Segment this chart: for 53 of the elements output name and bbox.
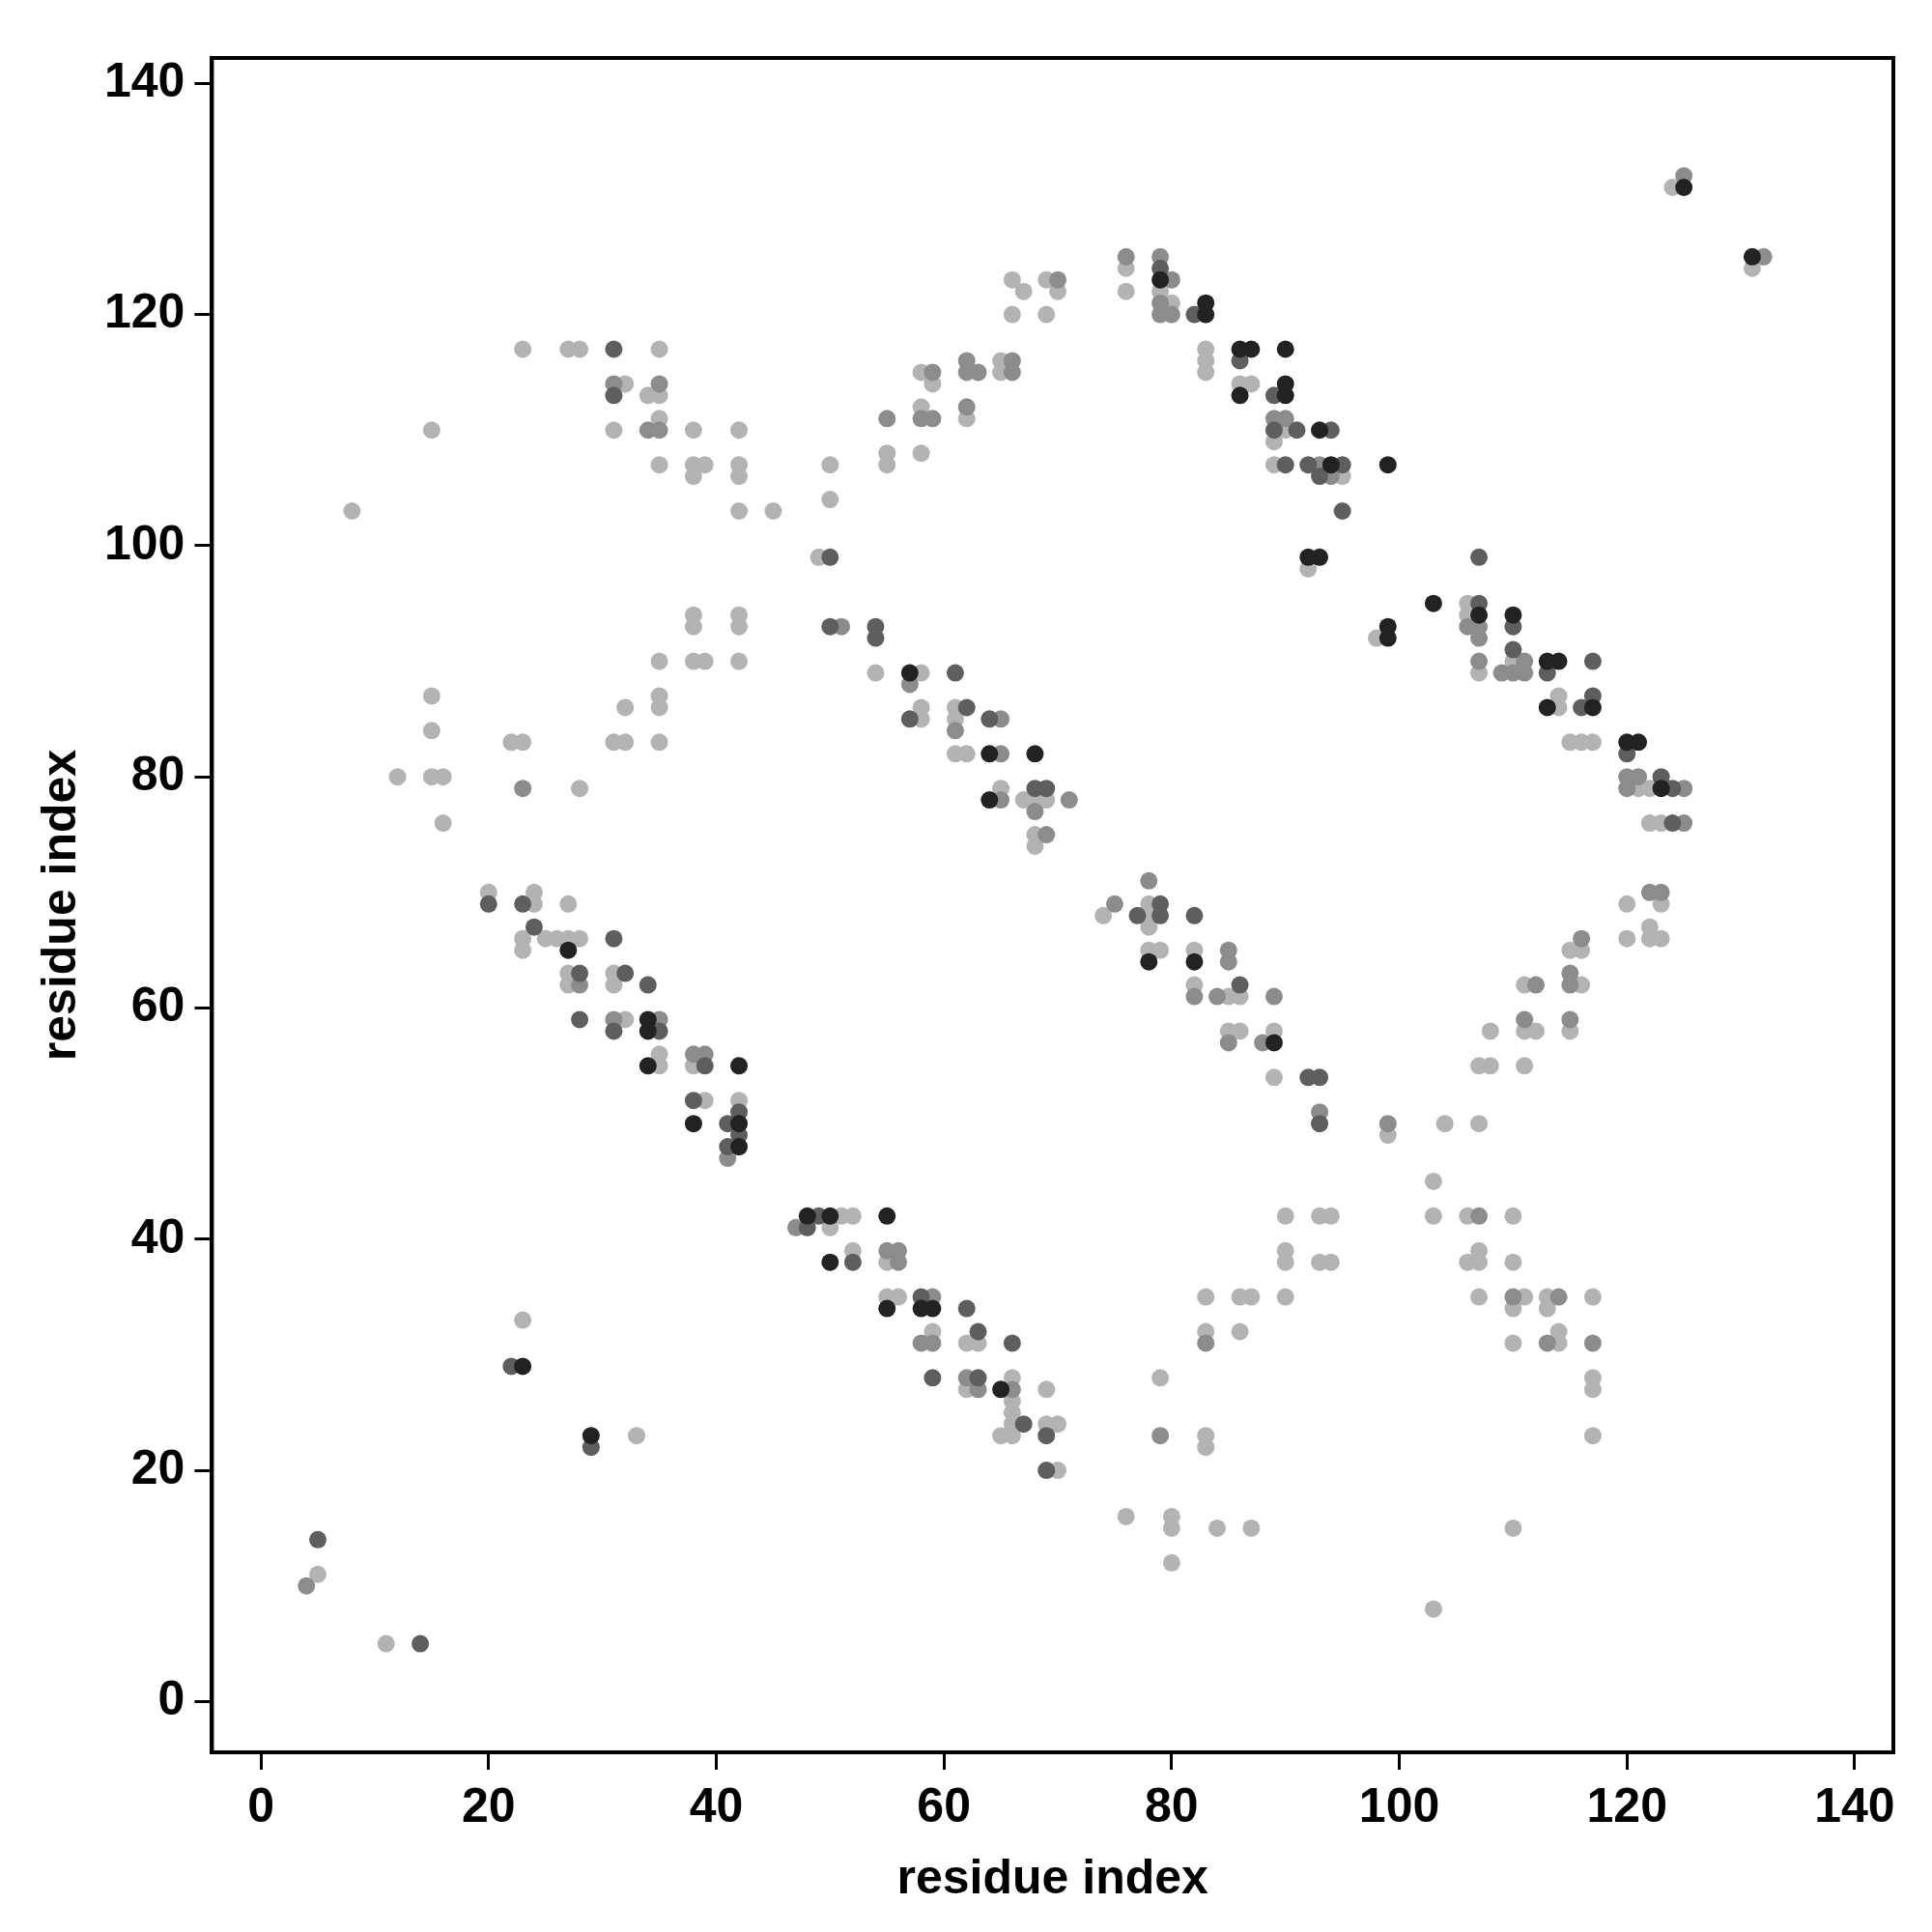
point (1026, 745, 1044, 763)
x-tick-label: 40 (689, 1777, 744, 1833)
point (514, 1357, 532, 1376)
point (1424, 594, 1442, 612)
y-tick-label: 80 (130, 746, 185, 801)
point (1504, 606, 1522, 624)
point (1321, 456, 1340, 474)
point (980, 745, 999, 763)
point (798, 1207, 816, 1225)
point (730, 1138, 749, 1156)
point (1311, 421, 1329, 440)
point (730, 1057, 749, 1075)
point (900, 664, 919, 682)
point (559, 941, 578, 959)
point (1276, 340, 1294, 358)
point (1583, 698, 1602, 717)
x-axis-title: residue index (896, 1849, 1209, 1904)
x-tick-label: 80 (1145, 1777, 1199, 1833)
y-tick-label: 60 (130, 978, 185, 1033)
y-axis-title: residue index (31, 749, 86, 1062)
y-tick-label: 20 (130, 1439, 185, 1494)
point (639, 1057, 657, 1075)
point (1652, 780, 1670, 798)
y-tick-label: 40 (130, 1208, 185, 1264)
point (1151, 270, 1170, 289)
point (1378, 456, 1397, 474)
y-tick-label: 120 (103, 284, 185, 339)
point (1743, 247, 1761, 266)
point (878, 1299, 896, 1318)
point (980, 791, 999, 810)
point (1140, 952, 1158, 971)
y-tick-label: 140 (103, 53, 185, 108)
x-tick-label: 60 (917, 1777, 971, 1833)
point (1538, 698, 1556, 717)
point (684, 1115, 702, 1133)
point (1231, 386, 1249, 405)
x-tick-label: 20 (461, 1777, 516, 1833)
point (1185, 952, 1204, 971)
point (821, 1253, 839, 1271)
x-tick-label: 0 (247, 1777, 274, 1833)
x-tick-label: 100 (1358, 1777, 1440, 1833)
point (582, 1427, 600, 1445)
point (730, 1115, 749, 1133)
x-tick-label: 120 (1586, 1777, 1667, 1833)
x-tick-label: 140 (1814, 1777, 1895, 1833)
y-tick-label: 100 (103, 515, 185, 570)
point (1675, 179, 1693, 196)
point (1470, 606, 1489, 624)
point (821, 1207, 839, 1225)
point (992, 1380, 1010, 1399)
y-tick-label: 0 (157, 1671, 185, 1726)
point (878, 1207, 896, 1225)
point (1264, 1034, 1283, 1052)
